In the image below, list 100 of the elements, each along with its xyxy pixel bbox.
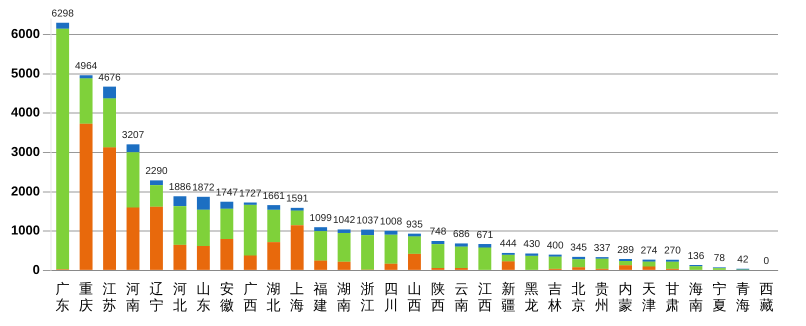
bar: [408, 236, 421, 254]
bar: [80, 124, 93, 270]
bar: [384, 264, 398, 270]
bar: [173, 196, 186, 206]
bar: [80, 75, 93, 78]
x-tick-label: 河南: [126, 281, 140, 314]
bar: [290, 208, 304, 211]
bar: [431, 244, 444, 268]
bar: [267, 242, 280, 270]
bar: [150, 180, 163, 186]
bar: [619, 265, 632, 270]
bar: [80, 78, 93, 124]
total-label: 671: [476, 230, 494, 241]
bar: [196, 246, 210, 270]
total-label: 1099: [310, 212, 332, 224]
total-label: 4676: [98, 72, 122, 84]
total-label: 1661: [262, 190, 286, 202]
total-label: 345: [570, 242, 588, 254]
bar: [572, 267, 586, 270]
bar: [150, 206, 163, 270]
y-tick-label: 5000: [11, 65, 40, 80]
bar: [290, 210, 304, 226]
x-tick-label: 吉林: [547, 281, 562, 314]
y-tick-label: 6000: [11, 26, 40, 42]
bar: [431, 240, 444, 244]
x-tick-label: 广西: [243, 281, 258, 314]
x-tick-label: 广东: [56, 281, 70, 314]
x-tick-label: 江苏: [102, 281, 117, 314]
total-label: 1008: [380, 216, 403, 228]
x-tick-label: 陕西: [430, 281, 445, 314]
bar: [244, 204, 257, 256]
bar: [502, 254, 515, 262]
x-tick-label: 青海: [736, 281, 750, 314]
x-tick-label: 黑龙: [524, 281, 539, 314]
bar: [56, 22, 70, 29]
bar: [290, 225, 304, 270]
bar: [267, 205, 280, 210]
bar: [502, 261, 515, 270]
y-tick-label: 0: [32, 262, 40, 277]
total-label: 270: [664, 246, 682, 257]
bar: [196, 210, 210, 246]
bar: [338, 262, 351, 270]
bar: [220, 208, 234, 239]
x-tick-label: 安徽: [220, 281, 234, 314]
bar: [220, 202, 234, 209]
bar: [244, 255, 257, 270]
x-tick-label: 湖南: [337, 281, 352, 314]
bar: [525, 253, 538, 256]
total-label: 274: [640, 245, 658, 256]
bar: [196, 196, 210, 210]
total-label: 136: [688, 250, 705, 262]
total-label: 1727: [239, 188, 262, 200]
bar: [126, 152, 140, 208]
total-label: 289: [617, 244, 634, 256]
total-label: 337: [594, 242, 611, 254]
x-tick-label: 江西: [478, 281, 492, 314]
x-tick-label: 西藏: [759, 281, 774, 314]
bar: [619, 261, 632, 266]
total-label: 78: [714, 253, 726, 264]
bar: [103, 147, 116, 270]
x-tick-label: 河北: [172, 281, 187, 314]
bar: [666, 262, 679, 269]
bar: [103, 86, 116, 98]
x-tick-label: 甘肃: [665, 281, 680, 314]
x-tick-label: 辽宁: [149, 281, 164, 314]
bar: [596, 258, 609, 269]
bar: [126, 144, 140, 152]
x-tick-label: 湖北: [266, 281, 281, 314]
bar: [361, 235, 374, 270]
bar: [173, 244, 186, 270]
bar: [220, 238, 234, 270]
total-label: 0: [763, 256, 770, 268]
x-tick-label: 浙江: [360, 281, 375, 314]
x-tick-label: 上海: [290, 281, 304, 314]
x-tick-label: 北京: [572, 281, 586, 314]
bar: [454, 243, 468, 247]
bar: [173, 206, 186, 245]
y-tick-label: 3000: [11, 144, 40, 160]
total-label: 1591: [286, 194, 309, 205]
total-label: 430: [523, 239, 541, 250]
total-label: 6298: [52, 8, 74, 20]
bar: [525, 256, 538, 270]
bar: [103, 98, 116, 148]
y-tick-label: 2000: [11, 183, 40, 198]
x-tick-label: 福建: [312, 281, 328, 314]
total-label: 1747: [216, 187, 238, 198]
bar: [384, 230, 398, 235]
y-tick-label: 1000: [11, 222, 40, 238]
total-label: 2290: [145, 166, 168, 178]
total-label: 1037: [356, 215, 380, 226]
x-tick-label: 宁夏: [712, 281, 726, 314]
bar: [56, 28, 70, 270]
x-tick-label: 海南: [688, 281, 703, 314]
bar: [478, 244, 492, 248]
bar: [642, 262, 656, 266]
bar: [408, 254, 421, 270]
total-label: 686: [453, 229, 470, 240]
bar: [314, 231, 328, 261]
bar: [314, 260, 328, 270]
x-tick-label: 内蒙: [618, 281, 633, 314]
